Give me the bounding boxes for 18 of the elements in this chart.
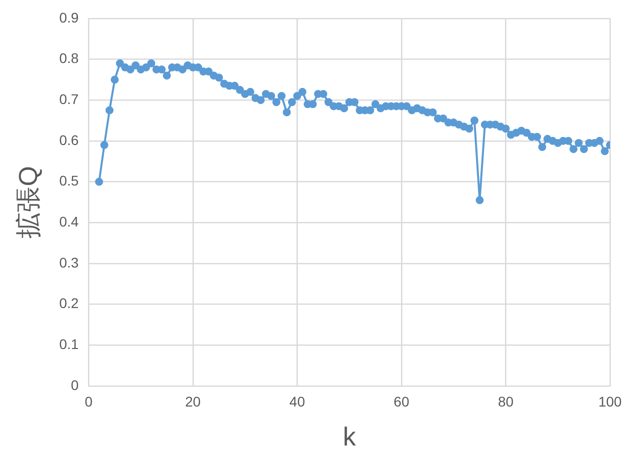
- y-tick-label: 0.2: [59, 295, 79, 312]
- x-tick-label: 20: [185, 393, 201, 410]
- x-axis-title: k: [342, 422, 357, 452]
- y-tick-label: 0.6: [59, 132, 79, 148]
- y-tick-label: 0.5: [59, 172, 79, 189]
- x-tick-label: 0: [84, 393, 93, 410]
- y-tick-label: 0.1: [59, 336, 79, 352]
- y-tick-label: 0.9: [59, 9, 79, 26]
- x-tick-label: 60: [394, 393, 410, 410]
- x-tick-label: 80: [498, 393, 514, 410]
- y-axis-title: 拡張Q: [12, 166, 43, 238]
- y-tick-label: 0: [70, 376, 79, 393]
- y-tick-label: 0.4: [59, 213, 79, 230]
- y-tick-label: 0.8: [59, 50, 79, 66]
- y-tick-label: 0.3: [59, 254, 79, 270]
- x-tick-label: 40: [289, 393, 306, 410]
- x-tick-label: 100: [598, 393, 622, 410]
- y-tick-label: 0.7: [59, 90, 79, 107]
